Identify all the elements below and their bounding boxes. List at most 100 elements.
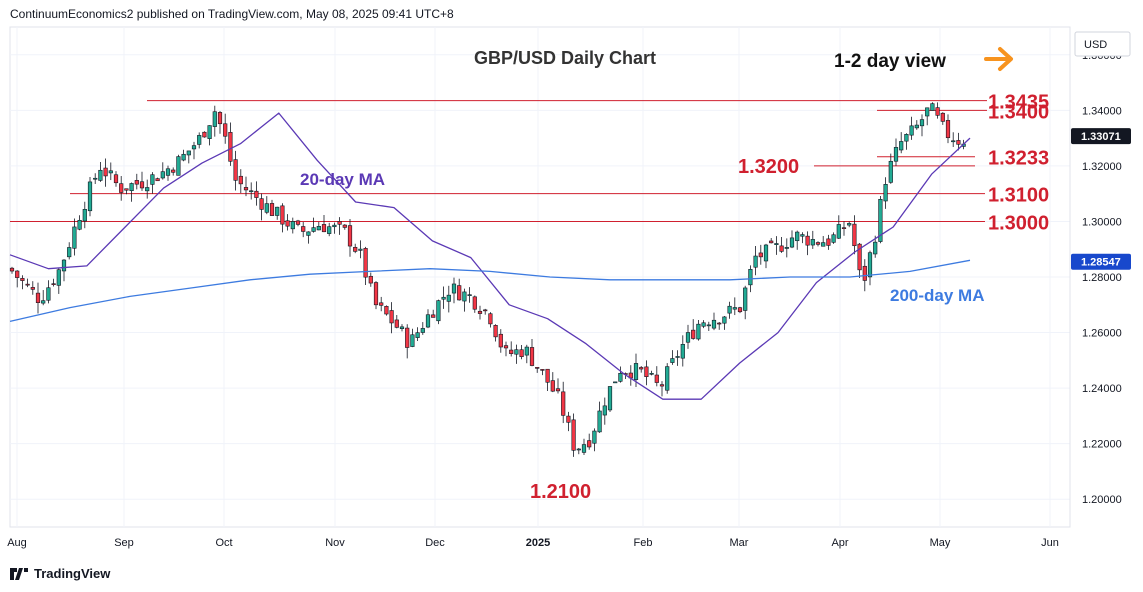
currency-label: USD [1084,39,1107,51]
candle-body [737,307,743,313]
candle-body [353,246,358,252]
candle [649,370,654,376]
candle-body [243,187,249,191]
candle [540,369,545,376]
candle-body [545,368,550,383]
candle [327,222,332,237]
candle-body [748,269,753,286]
candle [888,153,893,184]
candle-body [930,103,935,111]
candle-body [956,140,961,145]
candle-body [909,125,914,136]
candle [852,215,857,255]
candle-body [129,183,134,192]
candle [61,259,67,282]
candle [420,322,425,335]
candle [108,162,113,181]
candle [311,217,316,233]
candle-body [815,242,821,245]
candle [72,218,77,256]
candle-body [675,356,680,358]
candle-body [602,405,607,416]
candle [306,231,311,244]
candle-body [342,224,347,228]
candle-body [566,415,571,423]
candle [654,366,659,387]
candle [405,324,410,359]
candle-body [592,430,597,444]
tradingview-logo[interactable]: TradingView [10,566,110,581]
candle [711,312,717,331]
candle [795,230,800,250]
candle [919,114,925,137]
candle-body [763,244,769,262]
candle [347,219,353,257]
y-tick-label: 1.34000 [1082,105,1122,117]
candle [493,324,498,342]
candle-body [488,313,493,325]
candle-body [321,224,327,233]
candle-body [108,170,113,174]
candle [451,277,457,304]
candle-body [654,374,659,383]
candle [67,242,72,260]
candle-body [399,326,405,329]
candle [956,132,961,151]
y-tick-label: 1.24000 [1082,383,1122,395]
candle [259,193,264,221]
candle-body [358,248,363,251]
candle-body [87,181,93,212]
candle [800,232,805,244]
candle-body [857,243,862,271]
candle [15,270,20,288]
candle [836,215,841,240]
candle-body [888,160,893,183]
candle-body [394,319,399,328]
candle [124,188,129,195]
candle-body [113,174,119,184]
candle [935,102,940,119]
candle [914,120,919,130]
candle [160,162,165,180]
candle [826,234,831,250]
candle-body [467,294,472,296]
candle-body [373,282,379,306]
candle-body [805,235,810,246]
candle-body [207,125,212,139]
candle-body [665,366,670,391]
candle [368,272,373,287]
candle [519,345,524,360]
candle-body [519,349,524,358]
candle-body [15,270,20,278]
candle [763,243,769,269]
candle-body [139,181,145,189]
candle [717,321,722,330]
candle-body [145,187,150,192]
candle-body [576,448,581,451]
candle [119,176,124,201]
candle [951,132,956,147]
candle-body [951,140,956,143]
candle [743,285,748,320]
candle-body [529,347,535,366]
candle [321,214,327,233]
candle-body [581,444,587,453]
candle [940,112,945,125]
candle [171,167,176,176]
candle-body [150,174,155,185]
candle-body [327,226,332,234]
candle-body [223,123,228,137]
y-tick-label: 1.30000 [1082,216,1122,228]
candle-body [649,373,654,375]
candle [909,116,914,140]
candle-body [451,283,457,294]
candle [665,363,670,394]
candle [597,401,602,433]
level-label: 1.3400 [988,101,1049,123]
currency-box[interactable] [1074,31,1131,57]
candle [571,413,576,457]
candle [337,217,342,235]
candle [467,287,472,303]
candle-body [233,159,238,181]
